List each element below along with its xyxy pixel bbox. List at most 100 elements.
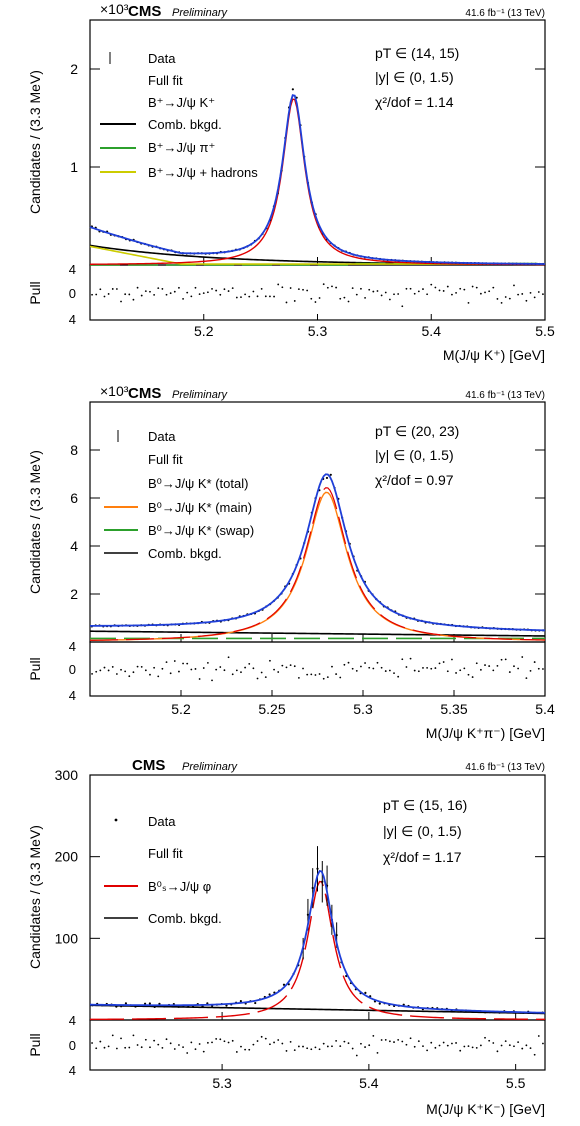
pull-point xyxy=(202,292,205,295)
pull-point xyxy=(182,1046,184,1048)
data-point xyxy=(254,1001,257,1005)
pull-point xyxy=(136,286,139,289)
pull-point xyxy=(297,676,300,679)
pull-point xyxy=(508,671,511,673)
pull-point xyxy=(215,289,218,292)
pull-point xyxy=(417,290,420,293)
pull-point xyxy=(248,662,251,665)
pull-point xyxy=(227,290,230,292)
pull-point xyxy=(289,1040,292,1043)
pull-point xyxy=(223,1040,226,1043)
pull-point xyxy=(318,297,321,299)
pull-point xyxy=(293,665,296,668)
pull-tick-top: 4 xyxy=(69,639,76,654)
pull-point xyxy=(355,1054,358,1057)
pull-point xyxy=(306,1047,309,1050)
pull-point xyxy=(393,1041,395,1043)
pull-point xyxy=(508,297,511,300)
preliminary-label: Preliminary xyxy=(182,761,239,773)
pull-point xyxy=(360,1042,362,1045)
pull-point xyxy=(417,670,420,673)
pull-tick-mid: 0 xyxy=(69,1038,76,1053)
pull-point xyxy=(91,293,93,296)
pull-point xyxy=(157,675,160,678)
pull-point xyxy=(471,285,474,288)
pull-point xyxy=(149,673,151,676)
pull-point xyxy=(426,667,429,669)
legend: Data Full fit B⁺→J/ψ K⁺ Comb. bkgd. B⁺→J… xyxy=(100,51,258,180)
info-pt: pT ∈ (15, 16) xyxy=(383,797,467,813)
pull-point xyxy=(364,297,366,299)
pull-point xyxy=(310,673,313,676)
pull-point xyxy=(103,666,106,669)
pull-point xyxy=(463,1045,466,1048)
pull-point xyxy=(273,295,275,298)
pull-axis-label: Pull xyxy=(27,657,43,680)
pull-point xyxy=(360,287,362,290)
y-tick-label: 2 xyxy=(70,61,78,77)
pull-point xyxy=(252,290,255,293)
pull-point xyxy=(256,295,259,298)
pull-point xyxy=(260,287,263,290)
pull-point xyxy=(206,661,209,664)
pull-point xyxy=(120,668,122,671)
legend-label-comb: Comb. bkgd. xyxy=(148,117,222,132)
pull-point xyxy=(397,293,400,295)
cms-label: CMS xyxy=(128,385,161,402)
pull-point xyxy=(438,662,441,665)
pull-point xyxy=(384,670,387,672)
pull-point xyxy=(293,1049,296,1052)
pull-point xyxy=(198,1043,201,1045)
pull-point xyxy=(417,1040,420,1043)
info-pt: pT ∈ (20, 23) xyxy=(375,423,459,439)
pull-point xyxy=(211,287,213,290)
legend-label-fullfit: Full fit xyxy=(148,846,183,861)
pull-point xyxy=(219,1038,222,1041)
cms-label: CMS xyxy=(128,3,161,20)
x-axis-label: M(J/ψ K⁺) [GeV] xyxy=(443,347,545,363)
info-pt: pT ∈ (14, 15) xyxy=(375,45,459,61)
pull-point xyxy=(351,667,354,670)
legend-label-fullfit: Full fit xyxy=(148,73,183,88)
pull-point xyxy=(322,677,325,680)
signal-component-curve xyxy=(89,880,546,1021)
x-tick-label: 5.35 xyxy=(440,701,467,717)
pull-point xyxy=(492,669,495,672)
legend-label-main: B⁰→J/ψ K* (main) xyxy=(148,500,252,515)
info-rapidity: |y| ∈ (0, 1.5) xyxy=(375,447,454,463)
x-tick-label: 5.4 xyxy=(359,1075,379,1091)
pull-point xyxy=(376,1052,379,1054)
x-tick-label: 5.2 xyxy=(194,323,214,339)
pull-point xyxy=(326,676,329,679)
pull-point xyxy=(219,666,222,668)
info-chi2: χ²/dof = 1.17 xyxy=(383,849,462,865)
pull-point xyxy=(103,1046,106,1049)
pull-point xyxy=(165,293,168,296)
pull-point xyxy=(496,664,499,667)
legend-label-comb: Comb. bkgd. xyxy=(148,911,222,926)
x-axis-label: M(J/ψ K⁺K⁻) [GeV] xyxy=(426,1101,545,1117)
pull-point xyxy=(136,665,139,668)
panel-bs: CMS Preliminary 41.6 fb⁻¹ (13 TeV) Candi… xyxy=(27,757,546,1117)
lumi-label: 41.6 fb⁻¹ (13 TeV) xyxy=(465,762,545,773)
pull-point xyxy=(455,1042,457,1044)
pull-point xyxy=(446,1044,449,1047)
pull-point xyxy=(178,286,180,289)
pull-point xyxy=(281,664,284,667)
pull-point xyxy=(157,287,160,290)
pull-point xyxy=(244,293,247,296)
pull-point xyxy=(314,674,317,676)
legend-label-comb: Comb. bkgd. xyxy=(148,546,222,561)
pull-point xyxy=(120,300,122,303)
pull-point xyxy=(186,662,189,665)
pull-point xyxy=(211,679,213,682)
full-fit-curve xyxy=(89,869,546,1014)
pull-point xyxy=(475,1046,478,1049)
pull-tick-top: 4 xyxy=(69,1013,76,1028)
legend-label-signal: B⁺→J/ψ K⁺ xyxy=(148,95,215,110)
pull-point xyxy=(525,299,528,302)
legend-label-data: Data xyxy=(148,814,176,829)
pull-point xyxy=(115,1047,118,1050)
pull-point xyxy=(442,290,445,292)
pull-point xyxy=(277,1039,280,1041)
